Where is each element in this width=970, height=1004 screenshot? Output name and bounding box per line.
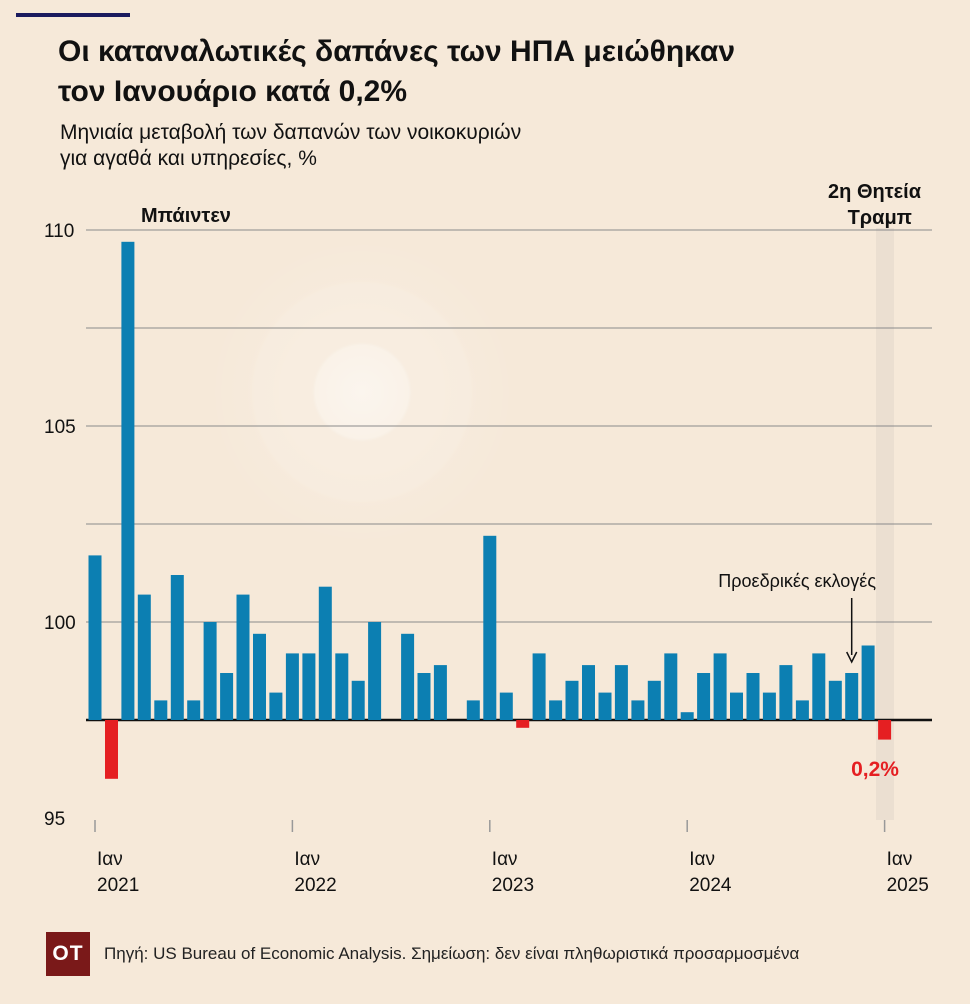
trump-label-line-1: 2η Θητεία bbox=[828, 181, 922, 203]
bar bbox=[532, 653, 546, 720]
bar bbox=[285, 653, 299, 720]
bar bbox=[582, 665, 595, 720]
ot-logo: ΟΤ bbox=[46, 932, 90, 976]
subtitle-line-1: Μηνιαία μεταβολή των δαπανών των νοικοκυ… bbox=[60, 121, 522, 144]
source-note: Πηγή: US Bureau of Economic Analysis. Ση… bbox=[104, 944, 800, 963]
chart-subtitle: Μηνιαία μεταβολή των δαπανών των νοικοκυ… bbox=[60, 120, 780, 172]
title-line-2: τον Ιανουάριο κατά 0,2% bbox=[58, 75, 408, 108]
bar bbox=[483, 535, 497, 720]
x-tick-year: 2023 bbox=[492, 875, 534, 896]
y-tick-label: 100 bbox=[44, 613, 76, 634]
bar bbox=[88, 555, 102, 720]
biden-label: Μπάιντεν bbox=[141, 205, 231, 227]
bar bbox=[565, 680, 579, 720]
subtitle-line-2: για αγαθά και υπηρεσίες, % bbox=[60, 147, 317, 170]
x-tick-year: 2022 bbox=[294, 875, 336, 896]
bar bbox=[137, 594, 151, 720]
bar bbox=[549, 700, 563, 720]
x-tick-month: Ιαν bbox=[492, 849, 518, 870]
bar bbox=[812, 653, 826, 720]
x-tick-month: Ιαν bbox=[97, 849, 123, 870]
y-tick-label: 105 bbox=[44, 417, 76, 438]
bar bbox=[401, 633, 415, 720]
title-line-1: Οι καταναλωτικές δαπάνες των ΗΠΑ μειώθηκ… bbox=[58, 35, 736, 68]
x-tick-month: Ιαν bbox=[887, 849, 913, 870]
bar bbox=[762, 692, 776, 720]
bar bbox=[861, 645, 875, 720]
bar bbox=[220, 673, 234, 720]
bar-chart: 110 105 100 95 Ιαν 2021 Ιαν 2022 Ιαν 2023 Ιαν 2024 Ι… bbox=[44, 181, 932, 896]
bar bbox=[746, 673, 760, 720]
bar-negative bbox=[516, 720, 530, 728]
bar bbox=[845, 673, 859, 720]
background-glow bbox=[207, 237, 517, 547]
elections-label: Προεδρικές εκλογές bbox=[718, 571, 876, 591]
last-value-label: 0,2% bbox=[851, 758, 899, 781]
bar bbox=[433, 665, 447, 720]
elections-arrow-head bbox=[846, 651, 858, 664]
bar bbox=[664, 653, 678, 720]
bar bbox=[730, 692, 743, 720]
bar bbox=[121, 241, 135, 721]
bar bbox=[680, 712, 694, 720]
bar-negative bbox=[878, 720, 892, 740]
bar bbox=[779, 665, 793, 720]
bar bbox=[697, 673, 711, 720]
y-tick-label: 110 bbox=[44, 221, 74, 242]
bar bbox=[631, 700, 645, 720]
bar bbox=[417, 673, 431, 720]
y-tick-label: 95 bbox=[44, 809, 65, 830]
bar bbox=[499, 692, 513, 720]
bar bbox=[368, 622, 382, 720]
bar bbox=[795, 700, 809, 720]
bar bbox=[253, 633, 266, 720]
x-tick-month: Ιαν bbox=[294, 849, 320, 870]
bar bbox=[154, 700, 168, 720]
bar bbox=[187, 700, 201, 720]
bar bbox=[614, 665, 628, 720]
bar-negative bbox=[105, 720, 118, 779]
chart-title: Οι καταναλωτικές δαπάνες των ΗΠΑ μειώθηκ… bbox=[58, 32, 918, 112]
footer: ΟΤ Πηγή: US Bureau of Economic Analysis.… bbox=[46, 932, 799, 976]
bar bbox=[302, 653, 316, 720]
bar bbox=[828, 680, 842, 720]
bar bbox=[335, 653, 349, 720]
bar bbox=[236, 594, 250, 720]
x-tick-year: 2021 bbox=[97, 875, 139, 896]
bar bbox=[269, 692, 283, 720]
x-tick-year: 2025 bbox=[887, 875, 929, 896]
bar bbox=[647, 680, 661, 720]
bar bbox=[170, 575, 184, 720]
bar bbox=[351, 680, 365, 720]
bar bbox=[318, 586, 332, 720]
x-tick-year: 2024 bbox=[689, 875, 732, 896]
accent-line bbox=[16, 13, 130, 17]
bar bbox=[598, 692, 612, 720]
bar bbox=[203, 622, 217, 720]
bar bbox=[713, 653, 727, 720]
trump-label-line-2: Τραμπ bbox=[848, 207, 912, 229]
x-tick-month: Ιαν bbox=[689, 849, 715, 870]
bar bbox=[466, 700, 480, 720]
